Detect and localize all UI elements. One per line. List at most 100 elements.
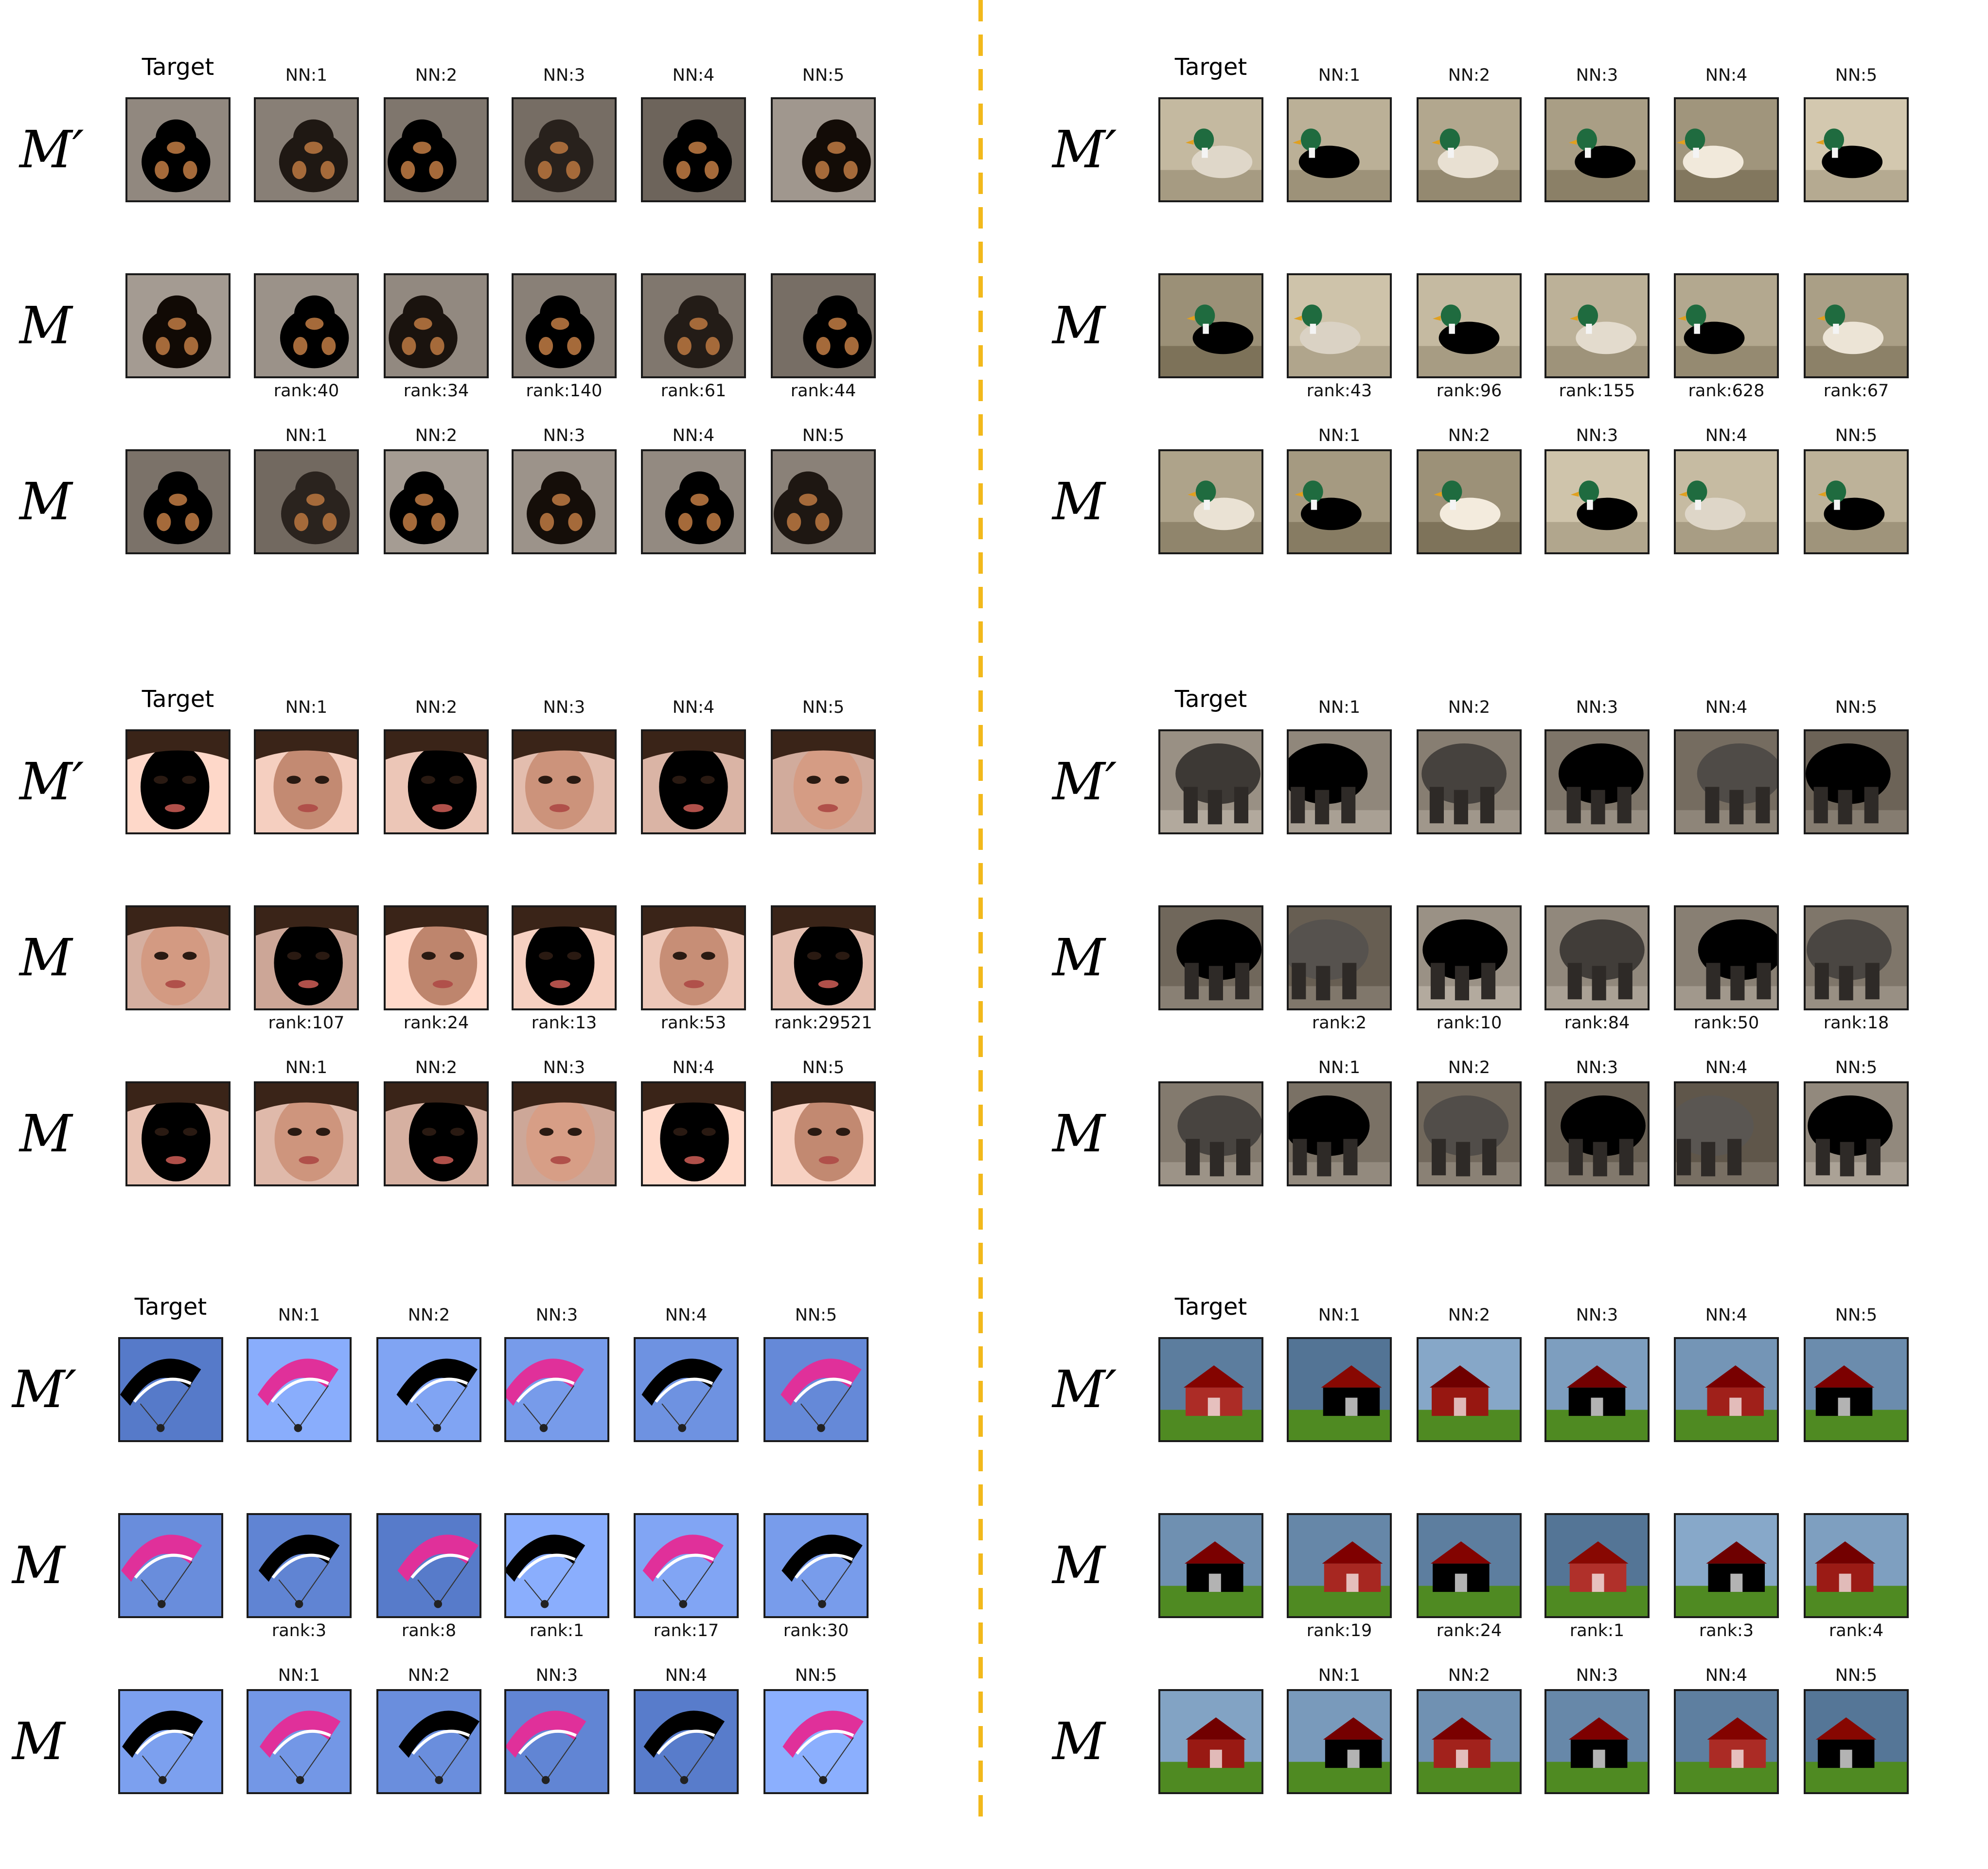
- rank-caption: rank:3: [1699, 1621, 1754, 1640]
- neighbor-image: [1674, 273, 1779, 378]
- neighbor-image: [376, 1337, 481, 1442]
- rank-caption: rank:53: [660, 1013, 727, 1033]
- nn-caption: NN:5: [802, 1058, 845, 1077]
- nn-caption: NN:3: [1576, 1058, 1618, 1077]
- neighbor-image: [384, 905, 489, 1010]
- rank-caption: rank:8: [401, 1621, 457, 1640]
- rank-caption: rank:43: [1306, 381, 1372, 401]
- rank-caption: rank:17: [653, 1621, 719, 1640]
- row-label-m-prime: M′: [1052, 752, 1117, 811]
- row-label-m-prime: M′: [12, 1359, 77, 1419]
- neighbor-image: [254, 1081, 359, 1186]
- dashed-divider: [978, 0, 983, 1818]
- neighbor-image: [512, 97, 617, 202]
- neighbor-image: [1287, 97, 1392, 202]
- row-label-m-prime: M′: [19, 752, 84, 811]
- rank-caption: rank:29521: [774, 1013, 872, 1033]
- neighbor-image: [512, 273, 617, 378]
- row-label-m-prime: M′: [1052, 1359, 1117, 1419]
- rank-caption: rank:155: [1559, 381, 1635, 401]
- row-label-m-prime: M′: [1052, 120, 1117, 179]
- target-label: Target: [134, 1293, 207, 1321]
- target-image: [125, 905, 231, 1010]
- row-label-m: M: [19, 1104, 72, 1164]
- neighbor-image: [376, 1513, 481, 1618]
- row-label-m: M: [19, 296, 72, 355]
- rank-caption: rank:44: [790, 381, 856, 401]
- neighbor-image: [254, 729, 359, 834]
- nn-caption: NN:1: [1318, 1058, 1361, 1077]
- panel-parachute: M′ M M Target NN:1 NN:2 NN:3 NN:4 NN:5 rank:3 rank…: [12, 1293, 936, 1852]
- nn-caption: NN:2: [415, 1058, 458, 1077]
- row-label-m-prime: M′: [19, 120, 84, 179]
- neighbor-image: [254, 273, 359, 378]
- nn-caption: NN:1: [285, 66, 328, 85]
- nn-caption: NN:1: [278, 1666, 320, 1685]
- row-label-m: M: [19, 472, 72, 531]
- nn-caption: NN:3: [1576, 426, 1618, 445]
- nn-caption: NN:2: [415, 66, 458, 85]
- nn-caption: NN:2: [1448, 698, 1491, 717]
- target-image: [1158, 729, 1263, 834]
- row-label-m: M: [1052, 1104, 1105, 1164]
- panel-elephant: M′ M M Target NN:1 NN:2 NN:3 NN:4 NN:5 rank:2 rank…: [1052, 686, 1976, 1245]
- rank-caption: rank:24: [403, 1013, 469, 1033]
- neighbor-image: [1417, 905, 1522, 1010]
- nn-caption: NN:5: [1835, 66, 1878, 85]
- nn-caption: NN:5: [802, 698, 845, 717]
- nn-caption: NN:3: [535, 1666, 578, 1685]
- nn-caption: NN:1: [1318, 1305, 1361, 1325]
- nn-caption: NN:1: [278, 1305, 320, 1325]
- nn-caption: NN:1: [1318, 66, 1361, 85]
- neighbor-image: [254, 449, 359, 554]
- target-label: Target: [1174, 686, 1247, 713]
- neighbor-image: [504, 1337, 609, 1442]
- panel-red-barn: M′ M M Target NN:1 NN:2 NN:3 NN:4 NN:5 rank:19 ran…: [1052, 1293, 1976, 1852]
- target-image: [118, 1337, 223, 1442]
- target-image: [125, 449, 231, 554]
- rank-caption: rank:19: [1306, 1621, 1372, 1640]
- neighbor-image: [1287, 1337, 1392, 1442]
- nn-caption: NN:4: [665, 1305, 708, 1325]
- row-label-m: M: [1052, 472, 1105, 531]
- nn-caption: NN:1: [1318, 426, 1361, 445]
- neighbor-image: [1544, 905, 1650, 1010]
- neighbor-image: [1287, 1081, 1392, 1186]
- rank-caption: rank:96: [1436, 381, 1502, 401]
- neighbor-image: [1417, 1513, 1522, 1618]
- rank-caption: rank:18: [1823, 1013, 1889, 1033]
- nn-caption: NN:1: [285, 698, 328, 717]
- row-label-m: M: [1052, 1711, 1105, 1771]
- nn-caption: NN:2: [1448, 1058, 1491, 1077]
- neighbor-image: [763, 1337, 869, 1442]
- neighbor-image: [641, 273, 746, 378]
- neighbor-image: [771, 97, 876, 202]
- neighbor-image: [1544, 1689, 1650, 1794]
- nn-caption: NN:5: [1835, 1058, 1878, 1077]
- neighbor-image: [376, 1689, 481, 1794]
- neighbor-image: [1287, 1689, 1392, 1794]
- nn-caption: NN:3: [1576, 1305, 1618, 1325]
- target-image: [125, 1081, 231, 1186]
- neighbor-image: [641, 97, 746, 202]
- neighbor-image: [771, 905, 876, 1010]
- rank-caption: rank:13: [531, 1013, 597, 1033]
- nn-caption: NN:4: [672, 698, 715, 717]
- panel-mallard-duck: M′ M M Target NN:1 NN:2 NN:3 NN:4 NN:5 rank:43 ran…: [1052, 53, 1976, 613]
- neighbor-image: [1544, 449, 1650, 554]
- neighbor-image: [384, 1081, 489, 1186]
- neighbor-image: [1417, 273, 1522, 378]
- nn-caption: NN:4: [1705, 426, 1748, 445]
- nn-caption: NN:5: [802, 426, 845, 445]
- neighbor-image: [634, 1513, 739, 1618]
- neighbor-image: [1287, 905, 1392, 1010]
- neighbor-image: [384, 729, 489, 834]
- neighbor-image: [1544, 1081, 1650, 1186]
- target-label: Target: [142, 686, 214, 713]
- row-label-m: M: [1052, 296, 1105, 355]
- nn-caption: NN:5: [1835, 1666, 1878, 1685]
- nn-caption: NN:1: [1318, 1666, 1361, 1685]
- neighbor-image: [384, 273, 489, 378]
- nn-caption: NN:1: [285, 426, 328, 445]
- nn-caption: NN:4: [1705, 698, 1748, 717]
